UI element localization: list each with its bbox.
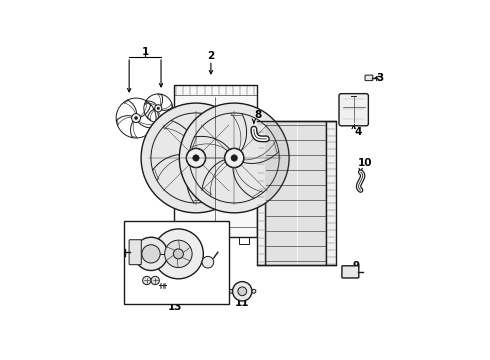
Bar [239, 237, 249, 244]
Bar [257, 121, 265, 265]
Circle shape [135, 117, 138, 120]
Text: 5: 5 [157, 242, 164, 252]
Circle shape [165, 240, 192, 267]
Circle shape [157, 107, 160, 109]
Circle shape [141, 103, 251, 213]
FancyBboxPatch shape [365, 75, 373, 81]
Circle shape [252, 289, 256, 293]
Circle shape [225, 149, 244, 167]
Circle shape [233, 282, 252, 301]
Circle shape [153, 229, 203, 279]
Circle shape [193, 155, 199, 161]
Bar [123, 221, 229, 304]
Circle shape [179, 103, 289, 213]
Text: 13: 13 [168, 302, 182, 311]
Circle shape [132, 114, 141, 122]
FancyBboxPatch shape [339, 94, 368, 126]
Text: 1: 1 [142, 46, 149, 57]
Circle shape [229, 289, 233, 293]
Circle shape [224, 148, 244, 168]
Circle shape [151, 276, 159, 285]
Bar [181, 237, 191, 244]
Circle shape [238, 287, 246, 296]
Bar [326, 121, 336, 265]
Circle shape [186, 148, 206, 168]
Text: 10: 10 [358, 158, 372, 168]
Circle shape [134, 237, 168, 270]
Circle shape [173, 249, 183, 259]
FancyBboxPatch shape [129, 240, 141, 265]
Text: 8: 8 [254, 110, 262, 120]
Text: 3: 3 [376, 73, 384, 83]
Bar [265, 121, 326, 265]
Text: 9: 9 [353, 261, 360, 270]
Text: 4: 4 [354, 127, 362, 137]
Circle shape [231, 155, 238, 161]
FancyBboxPatch shape [342, 266, 359, 278]
Circle shape [155, 105, 162, 112]
Text: 6: 6 [146, 242, 153, 252]
Text: 11: 11 [235, 298, 249, 308]
Bar [173, 85, 257, 237]
Circle shape [202, 256, 214, 268]
Circle shape [143, 276, 151, 285]
Text: 2: 2 [207, 51, 215, 61]
Circle shape [187, 149, 205, 167]
Text: 12: 12 [205, 240, 220, 250]
Text: 7: 7 [133, 242, 140, 252]
Circle shape [142, 245, 160, 263]
Bar [210, 237, 220, 244]
